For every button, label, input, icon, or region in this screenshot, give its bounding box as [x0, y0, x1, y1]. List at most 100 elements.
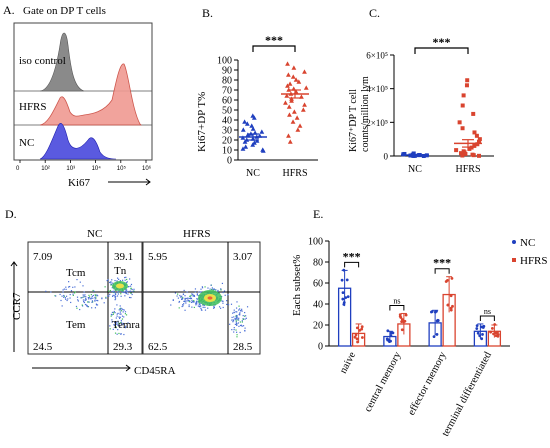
flow-event	[132, 290, 134, 292]
flow-event	[118, 316, 120, 318]
flow-event	[188, 300, 190, 302]
flow-event	[226, 303, 228, 306]
bar-data-point	[435, 309, 438, 313]
flow-event	[63, 294, 65, 297]
flow-event	[65, 298, 67, 300]
q-nc-ul: 7.09	[33, 251, 53, 263]
flow-event	[222, 306, 224, 309]
significance-stars: ***	[265, 33, 283, 47]
flow-event	[207, 287, 209, 289]
histogram-x-label: Ki67	[68, 177, 91, 189]
flow-event	[130, 296, 132, 299]
flow-event	[191, 306, 193, 308]
q-hfrs-lr: 28.5	[233, 341, 253, 353]
flow-event	[223, 290, 226, 292]
flow-event	[237, 322, 240, 324]
data-point	[296, 79, 302, 84]
flow-event	[124, 289, 126, 291]
flow-event	[117, 312, 119, 315]
histogram-x-tick-label: 10⁶	[142, 165, 152, 172]
flow-event	[114, 308, 116, 310]
flow-event	[198, 305, 201, 308]
flow-event	[232, 321, 234, 323]
flow-event	[63, 296, 65, 298]
flow-event	[235, 315, 237, 317]
flow-event	[116, 333, 118, 335]
flow-event	[191, 299, 193, 301]
data-point	[290, 74, 296, 79]
flow-event	[178, 301, 180, 303]
c-y-axis-label-line2: counts/million lym	[360, 76, 371, 152]
data-point	[250, 126, 256, 131]
bar-data-point	[386, 329, 390, 333]
data-point	[259, 129, 265, 134]
flow-event	[112, 291, 114, 293]
flow-event	[80, 297, 82, 299]
flow-event	[182, 293, 185, 295]
y-tick-label: 20	[313, 321, 323, 332]
flow-event	[115, 293, 117, 295]
flow-event	[113, 310, 115, 313]
flow-event	[116, 315, 118, 317]
flow-event	[118, 290, 120, 292]
data-point	[286, 133, 291, 138]
flow-event	[196, 293, 198, 295]
flow-event	[119, 325, 121, 327]
flow-event	[220, 288, 222, 290]
flow-event	[129, 290, 131, 292]
bar-data-point	[355, 337, 359, 341]
flow-event	[235, 320, 237, 322]
flow-event	[122, 323, 124, 325]
flow-x-arrow	[32, 364, 131, 372]
flow-event	[178, 300, 181, 303]
flow-event	[172, 299, 174, 301]
flow-event	[184, 297, 186, 300]
flow-event	[108, 290, 110, 292]
flow-event	[133, 288, 135, 290]
bar-data-point	[492, 332, 495, 336]
flow-event	[120, 313, 122, 315]
flow-event	[119, 305, 121, 307]
y-tick-label: 70	[222, 86, 232, 97]
flow-event	[116, 295, 119, 297]
flow-event	[72, 286, 74, 288]
flow-event	[107, 279, 109, 281]
flow-event	[104, 286, 106, 288]
flow-event	[83, 295, 85, 297]
flow-event	[84, 294, 86, 296]
flow-event	[236, 314, 238, 317]
data-point	[474, 133, 479, 138]
flow-event	[183, 300, 185, 302]
data-point	[250, 142, 256, 147]
flow-event	[199, 302, 201, 304]
flow-event	[126, 291, 128, 293]
flow-frame-hfrs	[142, 241, 261, 355]
flow-event	[85, 296, 87, 298]
significance-label: ns	[393, 296, 400, 305]
bar-data-point	[342, 268, 346, 272]
flow-event	[183, 303, 185, 305]
flow-event	[110, 281, 112, 283]
flow-event	[113, 312, 115, 314]
flow-event	[114, 332, 117, 334]
data-point	[285, 72, 291, 77]
flow-event	[72, 294, 74, 297]
flow-event	[76, 278, 78, 281]
flow-hotspot-peak-hfrs	[207, 296, 213, 300]
data-point	[245, 132, 251, 137]
flow-event	[227, 294, 229, 296]
flow-event	[239, 314, 241, 316]
flow-event	[219, 307, 222, 309]
flow-event	[233, 331, 235, 333]
histogram-x-tick-label: 10⁵	[117, 165, 127, 172]
y-tick-label: 40	[313, 300, 323, 311]
bar-data-point	[476, 331, 480, 335]
significance-bracket	[344, 261, 360, 268]
significance-bracket	[414, 47, 469, 54]
bar-data-point	[444, 280, 448, 283]
histogram-label-iso: iso control	[19, 55, 66, 67]
flow-event	[222, 302, 224, 304]
flow-event	[179, 296, 182, 298]
flow-event	[119, 280, 121, 282]
flow-event	[83, 296, 85, 298]
